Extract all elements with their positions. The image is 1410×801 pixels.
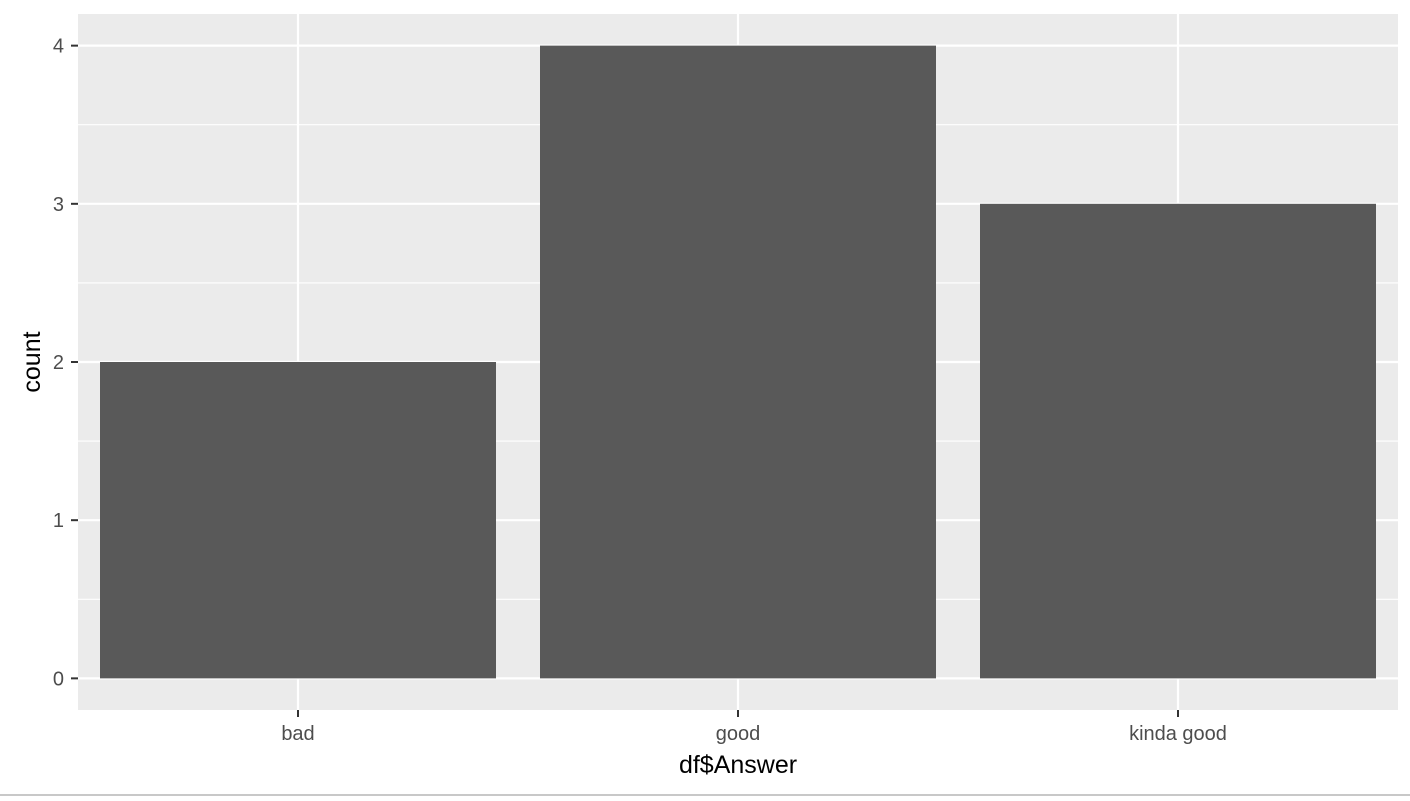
x-tick-label: bad (281, 723, 314, 745)
y-tick-label: 3 (53, 194, 64, 216)
y-axis-title: count (18, 331, 46, 392)
x-tick-label: good (716, 723, 761, 745)
bar-kinda-good (980, 203, 1376, 679)
bar-good (540, 45, 936, 679)
axes: 0 1 2 3 4 bad good kinda good (53, 36, 1227, 745)
y-tick-label: 4 (53, 36, 64, 58)
y-tick-label: 2 (53, 352, 64, 374)
y-tick-label: 0 (53, 668, 64, 690)
bar-bad (100, 362, 496, 679)
x-tick-label: kinda good (1129, 723, 1227, 745)
x-axis-title: df$Answer (679, 751, 797, 779)
bars (100, 45, 1376, 679)
y-tick-label: 1 (53, 510, 64, 532)
bottom-divider (0, 794, 1410, 796)
